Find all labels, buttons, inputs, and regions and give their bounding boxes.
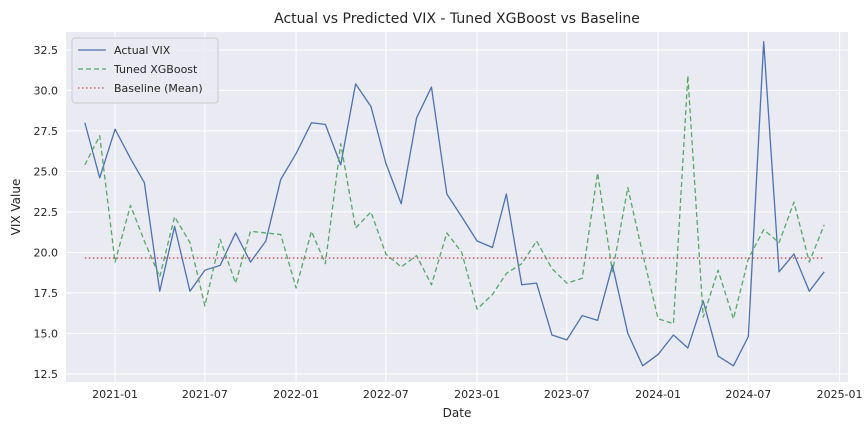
y-tick-label: 12.5 bbox=[34, 368, 59, 381]
series-layer bbox=[84, 41, 825, 367]
x-axis-label: Date bbox=[443, 406, 472, 420]
x-tick-label: 2025-01 bbox=[817, 388, 863, 401]
y-tick-label: 25.0 bbox=[34, 165, 59, 178]
chart-title: Actual vs Predicted VIX - Tuned XGBoost … bbox=[274, 11, 640, 27]
legend-box bbox=[71, 37, 219, 104]
x-tick-label: 2022-07 bbox=[363, 388, 409, 401]
legend-label: Actual VIX bbox=[114, 44, 171, 57]
x-tick-label: 2024-01 bbox=[635, 388, 681, 401]
series-line-tuned-xgboost bbox=[84, 75, 825, 325]
y-tick-label: 20.0 bbox=[34, 246, 59, 259]
grid-lines bbox=[66, 32, 848, 382]
legend-label: Tuned XGBoost bbox=[113, 63, 198, 76]
tick-labels: 12.5 15.0 17.5 20.0 22.5 25.0 27.5 30.0 32.5 2021… bbox=[34, 44, 863, 401]
x-tick-label: 2021-07 bbox=[182, 388, 228, 401]
y-tick-label: 17.5 bbox=[34, 287, 59, 300]
x-tick-label: 2024-07 bbox=[725, 388, 771, 401]
legend-label: Baseline (Mean) bbox=[114, 82, 203, 95]
y-tick-label: 22.5 bbox=[34, 206, 59, 219]
x-tick-label: 2023-01 bbox=[454, 388, 500, 401]
y-tick-label: 27.5 bbox=[34, 125, 59, 138]
series-line-actual-vix bbox=[84, 41, 825, 367]
x-tick-label: 2023-07 bbox=[544, 388, 590, 401]
y-tick-label: 15.0 bbox=[34, 327, 59, 340]
y-tick-label: 32.5 bbox=[34, 44, 59, 57]
y-tick-label: 30.0 bbox=[34, 84, 59, 97]
legend: Actual VIX Tuned XGBoost Baseline (Mean) bbox=[71, 37, 219, 104]
y-axis-label: VIX Value bbox=[9, 179, 23, 236]
x-tick-label: 2022-01 bbox=[273, 388, 319, 401]
x-tick-label: 2021-01 bbox=[92, 388, 138, 401]
